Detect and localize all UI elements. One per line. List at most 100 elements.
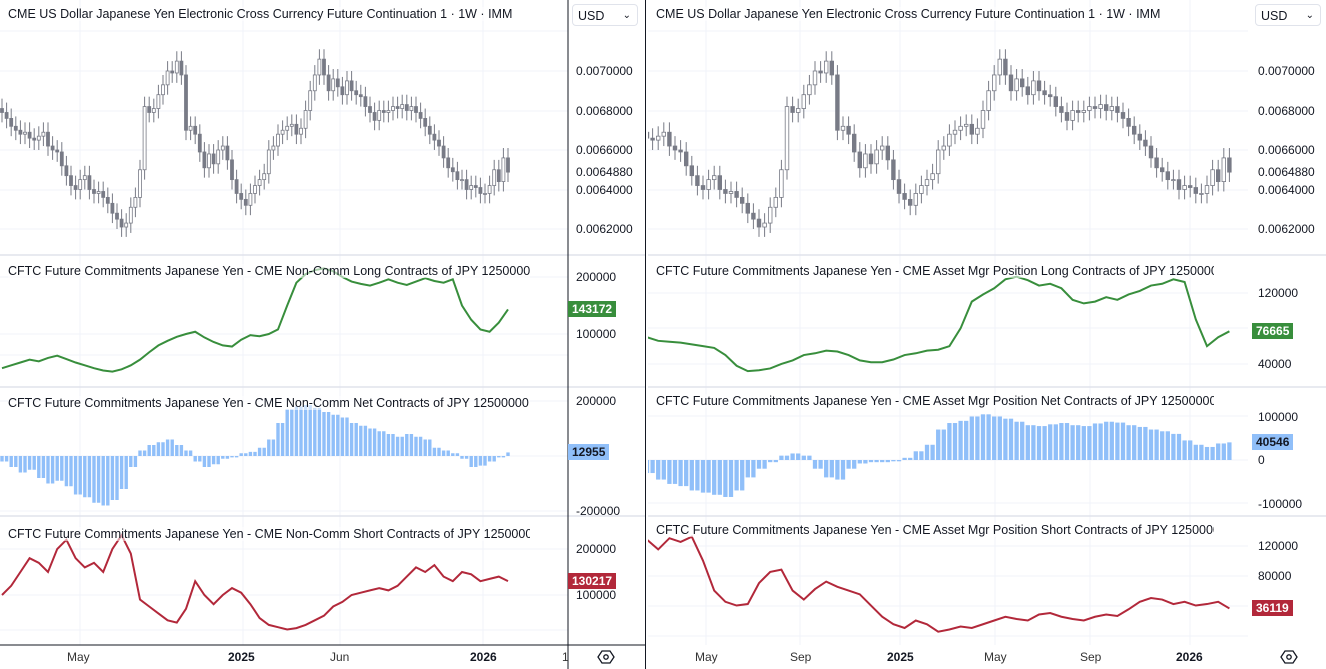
candle <box>1076 110 1081 113</box>
net-bar <box>852 460 857 469</box>
net-bar <box>1132 425 1137 460</box>
net-bar <box>193 456 197 462</box>
net-bar <box>868 460 874 463</box>
net-bar <box>975 416 980 460</box>
net-bar <box>285 409 289 456</box>
price-axis-label: 0.0064000 <box>1258 182 1315 197</box>
price-axis-label: 0.0070000 <box>576 64 633 78</box>
candle <box>656 135 661 141</box>
candle <box>1092 106 1098 109</box>
net-bar <box>41 456 46 478</box>
candle <box>885 145 890 161</box>
net-pane-title: CFTC Future Commitments Japanese Yen - C… <box>8 396 530 410</box>
candle <box>723 189 728 194</box>
candle <box>863 153 868 169</box>
net-bar <box>773 460 778 463</box>
net-bars <box>0 405 510 506</box>
candle <box>1188 185 1193 188</box>
candle <box>678 149 683 153</box>
net-bar <box>997 416 1002 460</box>
currency-dropdown[interactable]: USD ⌄ <box>572 4 638 26</box>
candle <box>1025 86 1030 96</box>
candle <box>1165 171 1170 181</box>
candle <box>202 151 207 169</box>
left-chart[interactable]: CME US Dollar Japanese Yen Electronic Cr… <box>0 0 646 669</box>
net-axis-label: 0 <box>1258 453 1265 467</box>
candle <box>115 212 119 220</box>
candle <box>409 106 414 111</box>
candle <box>790 106 795 113</box>
settings-icon[interactable] <box>1280 648 1298 666</box>
candle <box>768 206 773 224</box>
candle <box>667 131 672 147</box>
net-bar <box>267 439 271 456</box>
candle <box>87 175 92 190</box>
net-bar <box>818 460 823 469</box>
net-bar <box>1199 444 1204 460</box>
candle <box>243 198 248 206</box>
net-bar <box>198 456 202 462</box>
currency-value: USD <box>1261 9 1288 23</box>
last-price-label: 0.0064880 <box>576 165 633 180</box>
net-bar <box>678 460 683 487</box>
candle <box>59 151 64 167</box>
net-bar <box>1076 425 1081 460</box>
net-bar <box>745 460 750 478</box>
left-chart-canvas[interactable] <box>0 0 646 669</box>
currency-dropdown[interactable]: USD ⌄ <box>1255 4 1321 26</box>
candle <box>289 123 294 127</box>
net-bar <box>96 456 101 503</box>
candle <box>340 86 345 96</box>
candle <box>427 125 432 135</box>
net-bar <box>1104 421 1109 460</box>
candle <box>734 191 739 198</box>
net-bar <box>751 460 756 478</box>
net-bar <box>1070 425 1075 460</box>
net-bar <box>487 456 492 462</box>
candle <box>276 133 280 147</box>
net-bar <box>992 416 997 460</box>
net-bar <box>857 460 862 464</box>
net-value-badge: 12955 <box>568 444 610 461</box>
net-bar <box>129 456 133 467</box>
net-bar <box>880 460 885 463</box>
net-bar <box>1216 443 1221 460</box>
candle <box>706 179 711 190</box>
candle <box>349 80 354 92</box>
candle <box>1210 169 1215 186</box>
net-bar <box>372 428 377 456</box>
candle <box>992 74 997 92</box>
candle <box>807 84 812 96</box>
net-bar <box>1053 424 1058 460</box>
candle <box>487 185 492 194</box>
long-contracts-line <box>648 275 1230 373</box>
candle <box>1171 179 1176 182</box>
candle <box>756 218 762 228</box>
candle <box>902 193 907 200</box>
candle <box>473 185 478 188</box>
candle <box>919 185 924 194</box>
net-bar <box>924 444 930 460</box>
candle <box>128 206 133 224</box>
net-bar <box>18 456 23 473</box>
net-bar <box>202 456 207 467</box>
net-bar <box>734 460 739 491</box>
net-bar <box>469 456 473 467</box>
candle <box>455 171 460 181</box>
candle <box>280 129 285 135</box>
candle <box>110 202 115 214</box>
candle <box>73 185 78 190</box>
candle <box>234 179 239 194</box>
net-bar <box>1115 422 1120 460</box>
long-axis-label: 200000 <box>576 270 617 284</box>
net-bars <box>648 414 1232 497</box>
candle <box>432 133 437 141</box>
settings-icon[interactable] <box>597 648 615 666</box>
candle <box>745 202 750 214</box>
net-bar <box>207 456 211 467</box>
net-bar <box>1210 446 1215 460</box>
candle <box>740 196 745 204</box>
candle <box>96 191 101 194</box>
